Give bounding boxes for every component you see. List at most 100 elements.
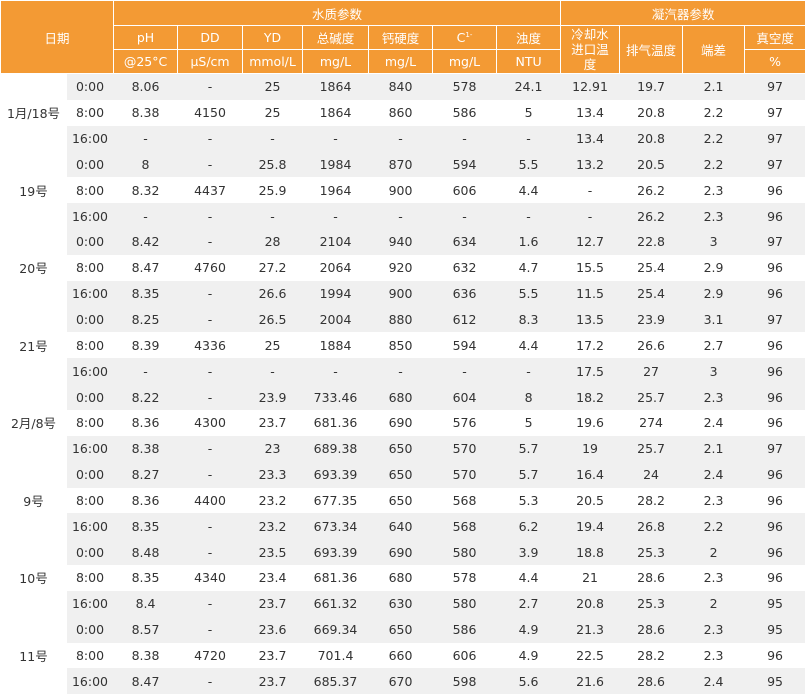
value-cell: 4336 [194,337,226,353]
value-cell: 96 [767,337,784,353]
value-cell: - [177,280,243,307]
value-cell: 24.1 [496,73,561,100]
value-cell: 880 [368,306,433,333]
value-cell: - [242,203,303,230]
date-cell: 19号 [0,151,67,230]
time-cell: 8:00 [75,570,105,586]
col-dd-name: DD [177,25,244,50]
value-cell: 96 [744,513,805,540]
value-cell: 580 [432,539,497,566]
value-cell: 96 [744,280,805,307]
value-cell: 26.5 [242,306,303,333]
value-cell: 3 [682,358,745,385]
value-cell: 2.3 [682,203,745,230]
value-cell: 677.35 [313,492,358,508]
value-cell: 8.35 [113,280,178,307]
value-cell: 23.9 [242,384,303,410]
time-cell: 16:00 [66,125,114,152]
value-cell: 25.4 [637,260,665,276]
value-cell: - [177,461,243,488]
value-cell: 96 [744,358,805,385]
value-cell: 8.32 [131,182,160,198]
value-cell: 97 [744,435,805,462]
value-cell: 900 [388,182,413,198]
table-row: 1月/18号 0:00 8.06-25 1864 840 578 24.1 12.91 19.7… [0,73,805,152]
value-cell: 2.2 [703,105,724,121]
value-cell: 660 [388,647,413,663]
value-cell: 22.5 [576,647,604,663]
value-cell: 28.6 [637,570,665,586]
value-cell: - [432,203,497,230]
value-cell: 673.34 [302,513,369,540]
value-cell: - [432,125,497,152]
value-cell: 670 [368,668,433,695]
value-cell: 3.1 [682,306,745,333]
value-cell: 650 [368,616,433,643]
value-cell: - [496,203,561,230]
table-row: 16:00 8.47-23.7 685.37 670 598 5.6 21.6 28.6 2.4… [1,668,805,695]
table-row: 2月/8号 0:00 8.22-23.9 733.46 680 604 8 18.2 25.7 2… [0,384,805,462]
value-cell: 23.7 [242,668,303,695]
value-cell: 96 [767,260,784,276]
time-cell: 0:00 [66,151,114,178]
value-cell: - [496,358,561,385]
value-cell: 840 [368,73,433,100]
time-cell: 16:00 [66,203,114,230]
value-cell: 1964 [319,182,352,198]
table-row: 16:00 8.35-26.6 1994 900 636 5.5 11.5 25.4 2.9 96 [1,280,805,307]
value-cell: 23 [242,435,303,462]
date-cell: 11号 [0,616,67,695]
value-cell: - [560,203,620,230]
value-cell: - [177,668,243,695]
date-header: 日期 [0,0,115,74]
time-cell: 8:00 [75,647,105,663]
value-cell: - [368,125,433,152]
table-row: 8:00 8.32 4437 25.9 1964 900 606 4.4 - 26.2 2.3 96 [1,177,805,203]
value-cell: 594 [432,151,497,178]
value-cell: 2.4 [682,461,745,488]
value-cell: - [177,203,243,230]
value-cell: 96 [767,570,784,586]
value-cell: - [177,125,243,152]
value-cell: 2.9 [682,280,745,307]
value-cell: - [177,590,243,617]
value-cell: 18.8 [560,539,620,566]
col-turbidity-unit: NTU [496,49,562,74]
time-cell: 16:00 [66,668,114,695]
value-cell: 2.7 [496,590,561,617]
value-cell: - [177,358,243,385]
value-cell: 8.06 [113,73,178,100]
value-cell: 23.3 [242,461,303,488]
value-cell: 1884 [319,337,352,353]
value-cell: 2 [682,539,745,566]
value-cell: 8 [113,151,178,178]
value-cell: 693.39 [302,539,369,566]
value-cell: 630 [368,590,433,617]
value-cell: 20.8 [619,125,683,152]
value-cell: 680 [388,570,413,586]
value-cell: - [177,229,243,255]
value-cell: 650 [368,435,433,462]
value-cell: 2 [682,590,745,617]
value-cell: 28 [242,229,303,255]
value-cell: 21.6 [560,668,620,695]
value-cell: 5.7 [496,435,561,462]
value-cell: 95 [744,616,805,643]
table-row: 8:00 8.47 4760 27.2 2064 920 632 4.7 15.5 25.4 2.9… [1,255,805,281]
value-cell: 19.7 [619,73,683,100]
value-cell: 23.7 [242,590,303,617]
value-cell: 4150 [194,105,226,121]
value-cell: 28.6 [619,668,683,695]
value-cell: 5.5 [496,151,561,178]
condenser-header: 凝汽器参数 [560,0,805,26]
value-cell: 2.3 [703,647,724,663]
col-yd-unit: mmol/L [242,49,304,74]
value-cell: 20.5 [576,492,604,508]
value-cell: - [177,513,243,540]
value-cell: 27 [619,358,683,385]
value-cell: 8.25 [113,306,178,333]
value-cell: 8.4 [113,590,178,617]
value-cell: 4.4 [518,337,539,353]
value-cell: 28.2 [637,492,665,508]
